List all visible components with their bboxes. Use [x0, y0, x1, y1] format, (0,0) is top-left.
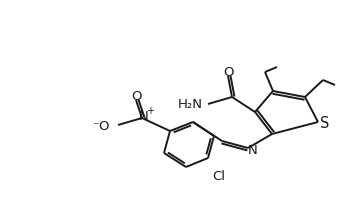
Text: Cl: Cl: [212, 170, 225, 183]
Text: O: O: [223, 65, 233, 79]
Text: N: N: [248, 144, 258, 157]
Text: +: +: [146, 106, 154, 116]
Text: N: N: [139, 111, 149, 123]
Text: S: S: [320, 116, 330, 132]
Text: O: O: [131, 90, 141, 102]
Text: ⁻O: ⁻O: [93, 120, 110, 133]
Text: H₂N: H₂N: [178, 98, 203, 111]
